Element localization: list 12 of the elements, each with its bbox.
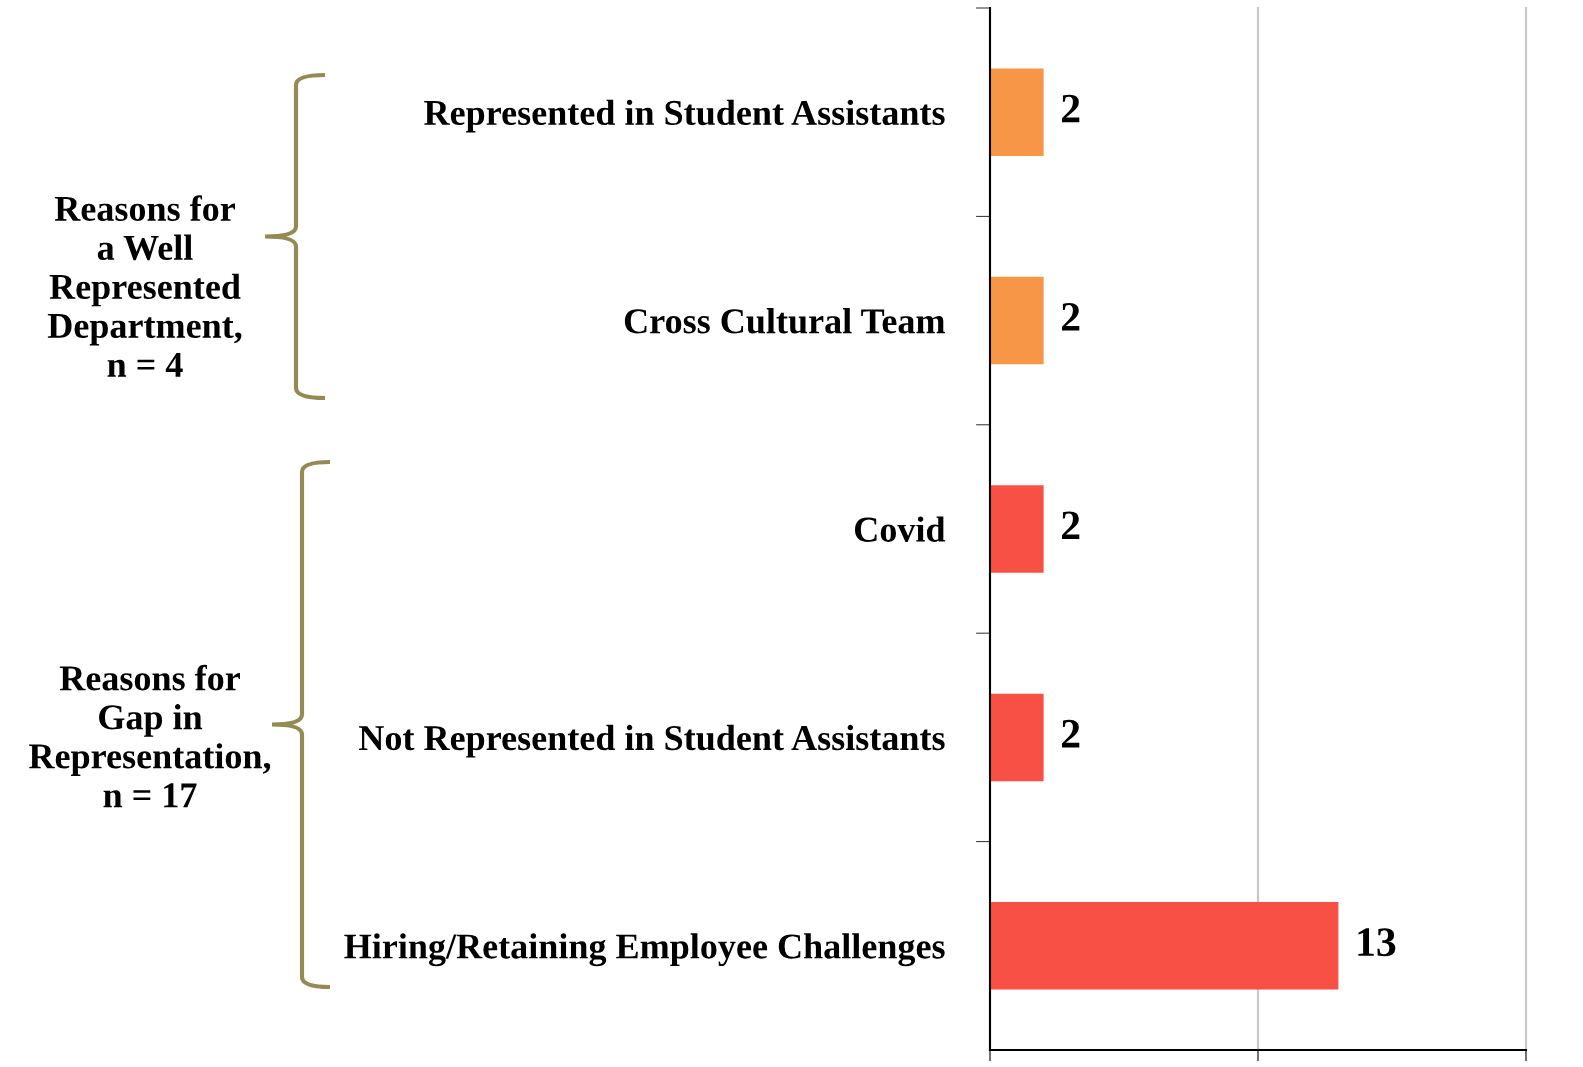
text: Reasons for a Well Represented Department, n = 4 [47, 195, 242, 377]
data-label: 2 [1062, 94, 1080, 123]
data-label: 2 [1062, 719, 1080, 748]
data-label: 2 [1062, 511, 1080, 540]
y-tick-label: Represented in Student Assistants [424, 99, 945, 133]
y-tick-label: Covid [855, 516, 946, 542]
y-tick-label: Not Represented in Student Assistants [359, 724, 945, 758]
text: Reasons for Gap in Representation, n = 17 [29, 664, 271, 808]
y-tick-label: Hiring/Retaining Employee Challenges [344, 933, 945, 967]
y-tick-label: Cross Cultural Team [624, 308, 945, 334]
data-label: 13 [1358, 928, 1396, 957]
data-label: 2 [1062, 303, 1080, 331]
